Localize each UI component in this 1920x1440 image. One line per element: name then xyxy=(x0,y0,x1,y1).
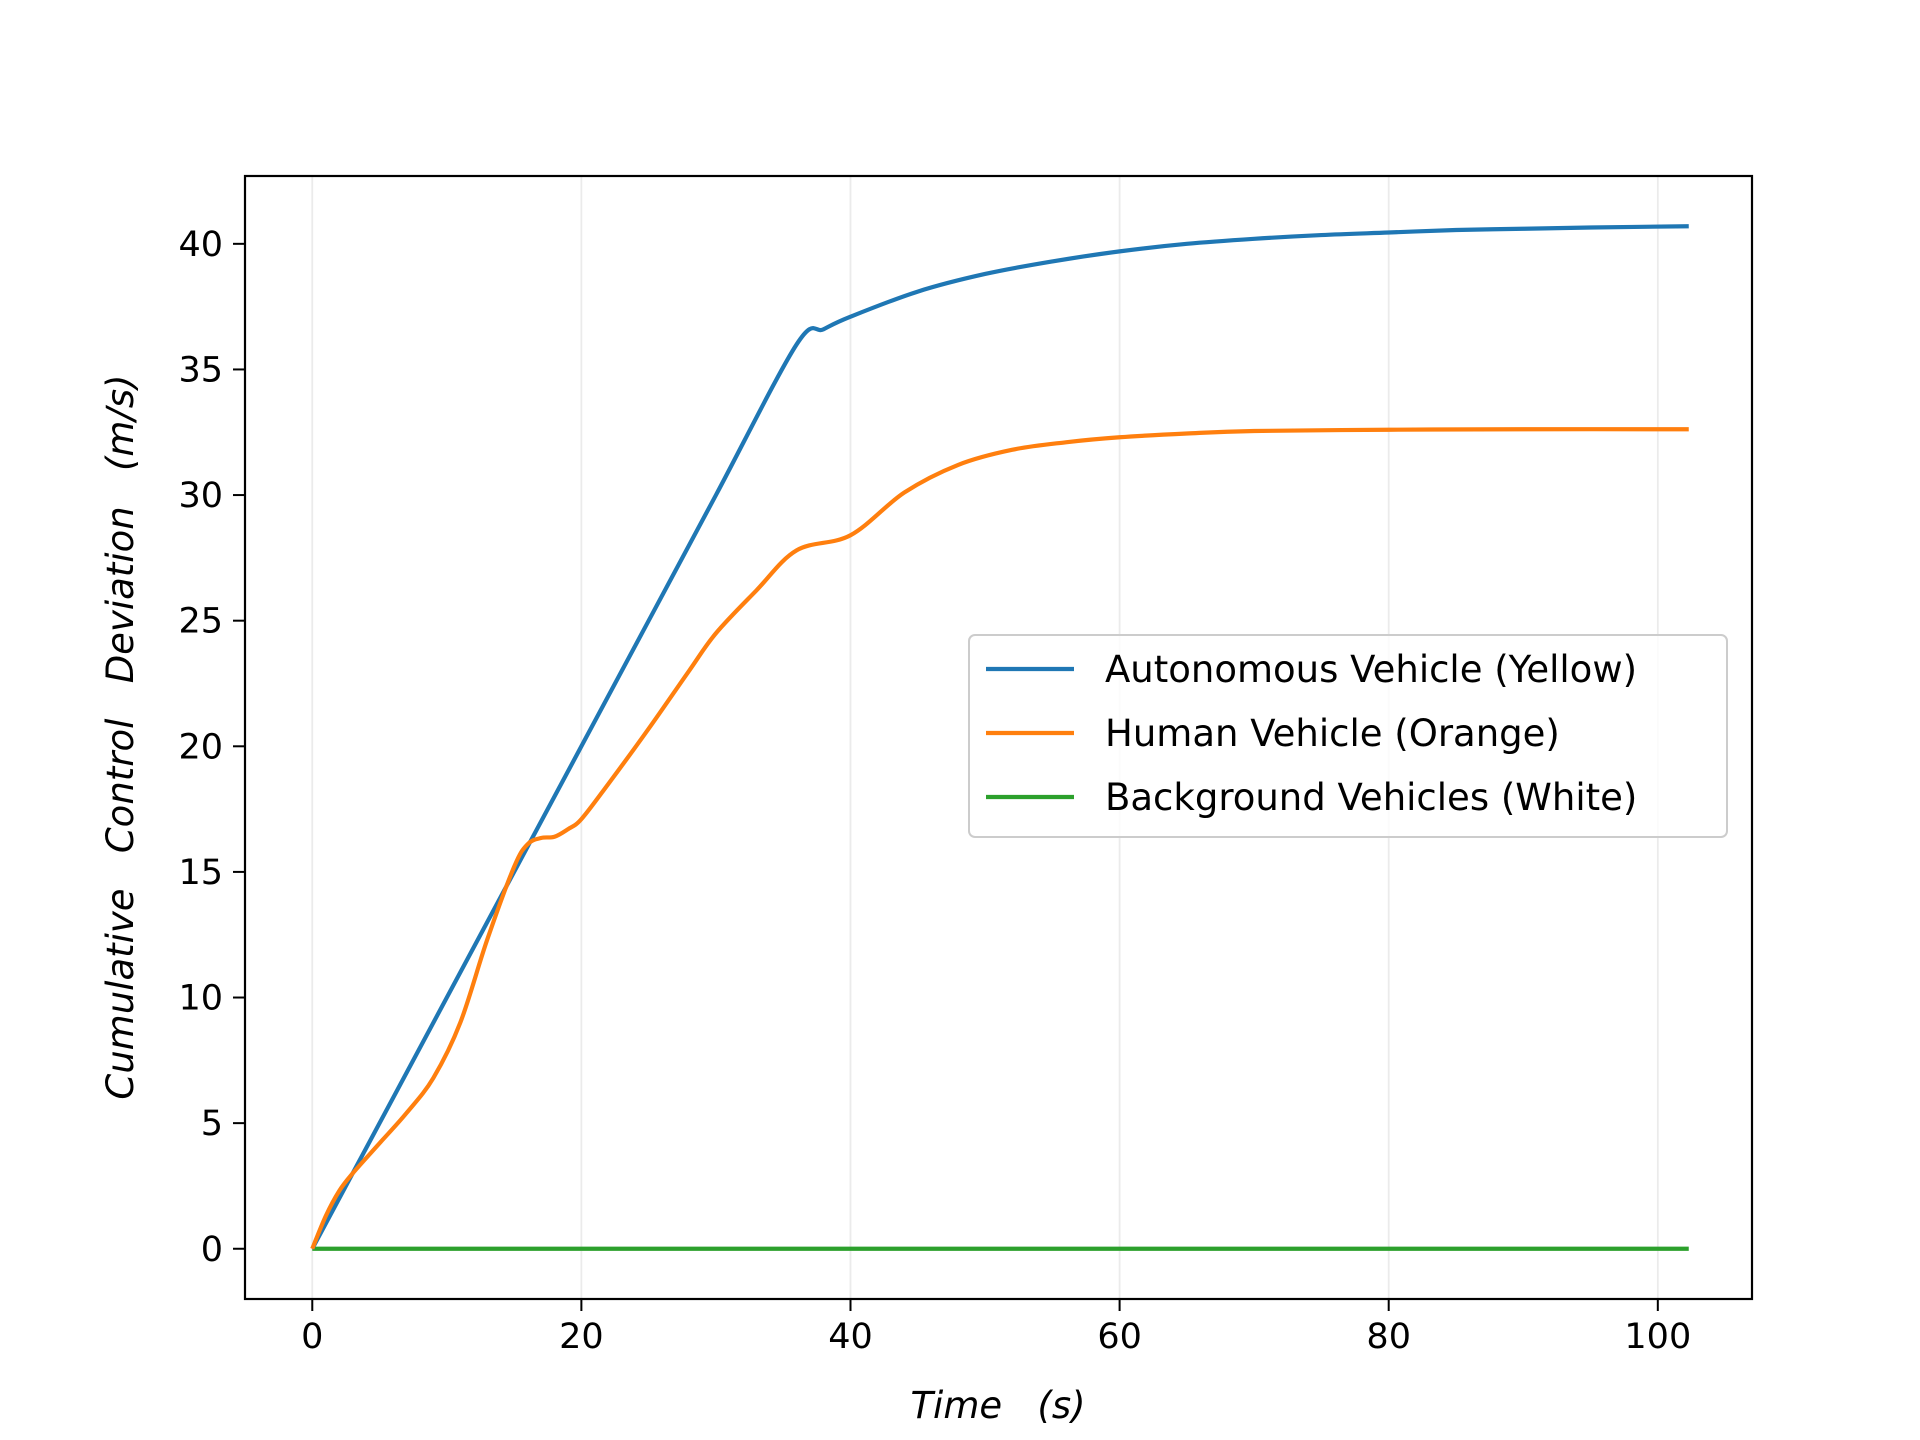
x-axis-label: Time (s) xyxy=(910,1384,1085,1427)
x-tick-label-40: 40 xyxy=(828,1317,873,1357)
legend-label-2: Background Vehicles (White) xyxy=(1105,776,1637,819)
x-tick-label-60: 60 xyxy=(1097,1317,1142,1357)
y-tick-label-35: 35 xyxy=(178,350,223,390)
y-tick-label-0: 0 xyxy=(201,1230,223,1270)
plot-frame xyxy=(243,174,1754,1301)
y-tick-label-20: 20 xyxy=(178,727,223,767)
x-tick-label-100: 100 xyxy=(1624,1317,1691,1357)
x-tick-label-80: 80 xyxy=(1366,1317,1411,1357)
x-tick-label-0: 0 xyxy=(301,1317,323,1357)
y-tick-label-40: 40 xyxy=(178,225,223,265)
y-tick-label-10: 10 xyxy=(178,979,223,1019)
y-axis-ticks: 0 5 10 15 20 25 30 35 40 xyxy=(178,225,245,1270)
legend-box xyxy=(968,634,1728,838)
x-axis-ticks: 0 20 40 60 80 100 xyxy=(301,1299,1691,1357)
legend: Autonomous Vehicle (Yellow) Human Vehicle… xyxy=(968,634,1728,838)
y-tick-label-15: 15 xyxy=(178,853,223,893)
series-line-1 xyxy=(310,427,1689,1250)
y-axis-label: Cumulative Control Deviation (m/s) xyxy=(99,374,142,1099)
legend-label-1: Human Vehicle (Orange) xyxy=(1105,712,1560,755)
y-tick-label-25: 25 xyxy=(178,602,223,642)
y-tick-label-5: 5 xyxy=(201,1104,223,1144)
series-layer xyxy=(310,224,1689,1251)
x-tick-label-20: 20 xyxy=(559,1317,604,1357)
legend-label-0: Autonomous Vehicle (Yellow) xyxy=(1105,648,1637,691)
y-tick-label-30: 30 xyxy=(178,476,223,516)
